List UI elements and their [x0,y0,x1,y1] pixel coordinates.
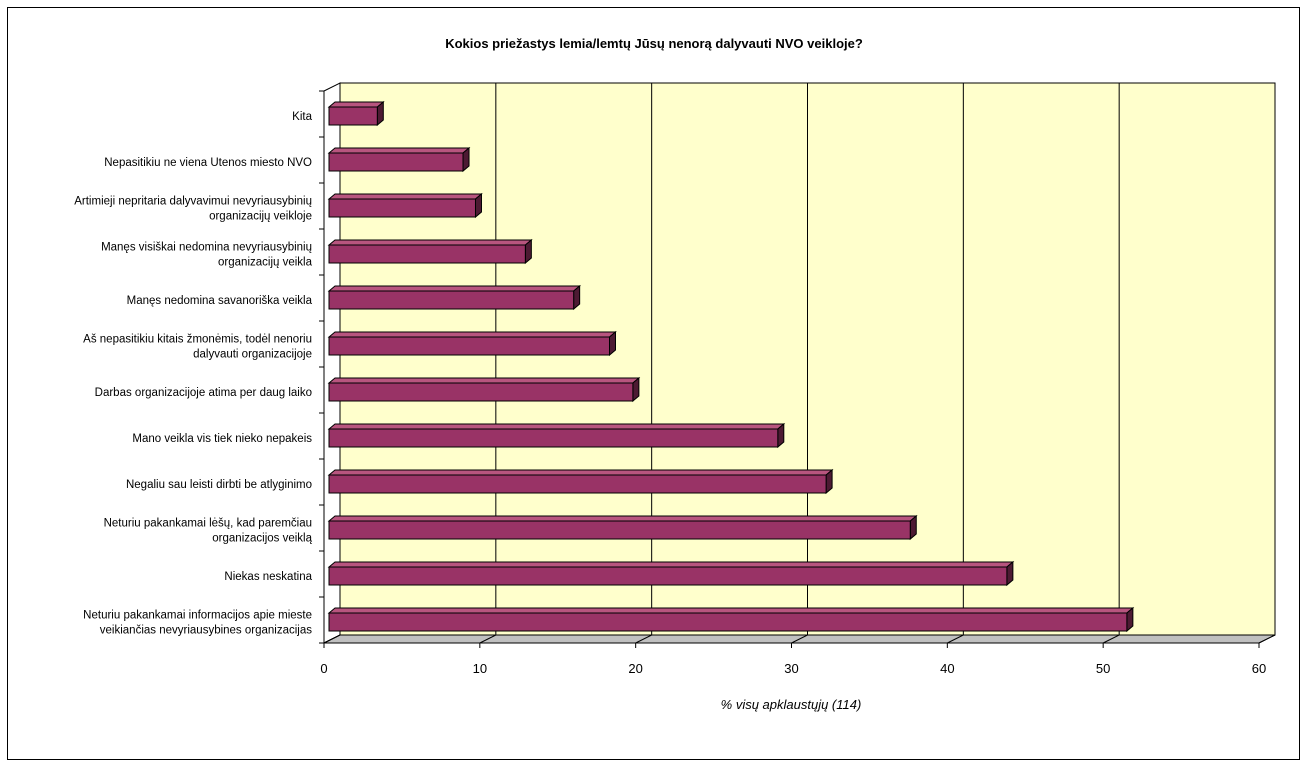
bar [327,100,385,127]
category-label: Mano veikla vis tiek nieko nepakeis [132,433,312,445]
bar-top [327,423,786,430]
x-tick-label: 10 [473,661,487,676]
bar [327,606,1135,633]
bar-front [328,382,634,402]
floor-grid-line [323,634,341,644]
x-tick-label: 60 [1252,661,1266,676]
bar-front [328,290,575,310]
x-tick-labels: 0 10 20 30 40 50 60 [320,661,1266,676]
category-label: Neturiu pakankamai lėšų, kad paremčiau [104,518,312,530]
bar-top [327,561,1015,568]
bar-top [327,193,483,200]
bar-front [328,474,827,494]
bar [327,376,641,403]
floor-grid-line [479,634,497,644]
floor-grid-line [1102,634,1120,644]
bar-top [327,607,1135,614]
category-label: veikiančias nevyriausybines organizacija… [100,625,312,637]
bar-top [327,515,918,522]
floor-grid-line [635,634,652,644]
bar-top [327,239,533,246]
category-label: dalyvauti organizacijoje [193,349,312,361]
bars [327,100,1135,633]
bar [327,192,483,219]
bar-front [328,244,526,264]
category-label: Niekas neskatina [224,571,312,583]
bar-front [328,106,378,126]
bar [327,468,834,495]
x-tick-label: 50 [1096,661,1110,676]
x-tick-label: 0 [320,661,327,676]
bar-top [327,147,471,154]
category-label: organizacijų veikloje [209,211,312,223]
category-label: Darbas organizacijoje atima per daug lai… [95,387,312,399]
category-label: Neturiu pakankamai informacijos apie mie… [83,610,312,622]
x-axis-label: % visų apklaustųjų (114) [721,697,862,712]
bar-top [327,377,641,384]
bar [327,146,471,173]
bar-top [327,101,385,108]
category-label: Aš nepasitikiu kitais žmonėmis, todėl ne… [83,334,312,346]
bar-front [328,336,610,356]
floor-grid-line [791,634,808,644]
category-label: Manęs nedomina savanoriška veikla [127,295,313,307]
category-label: Artimieji nepritaria dalyvavimui nevyria… [74,196,312,208]
bar [327,238,533,265]
bar-front [328,152,464,172]
category-label: organizacijų veikla [218,257,313,269]
bar [327,422,786,449]
x-tick-label: 30 [784,661,798,676]
bar-front [328,566,1008,586]
category-label: Negaliu sau leisti dirbti be atlyginimo [126,479,312,491]
category-label: organizacijos veiklą [212,533,312,545]
bar-top [327,469,834,476]
plot-area [319,82,1276,648]
bar-front [328,198,476,218]
bar-top [327,331,617,338]
category-labels: Kita Nepasitikiu ne viena Utenos miesto N… [74,111,312,637]
floor-grid-line [947,634,964,644]
bar-front [328,520,911,540]
bar-front [328,612,1128,632]
bar [327,514,918,541]
bar-top [327,285,582,292]
x-tick-label: 20 [628,661,642,676]
bar-front [328,428,779,448]
bar [327,284,582,311]
bar [327,560,1015,587]
x-tick-label: 40 [940,661,954,676]
category-label: Manęs visiškai nedomina nevyriausybinių [101,242,312,254]
category-label: Nepasitikiu ne viena Utenos miesto NVO [104,157,312,169]
chart-title: Kokios priežastys lemia/lemtų Jūsų nenor… [445,36,863,51]
category-label: Kita [292,111,312,123]
bar [327,330,617,357]
floor-grid-line [1258,634,1276,644]
